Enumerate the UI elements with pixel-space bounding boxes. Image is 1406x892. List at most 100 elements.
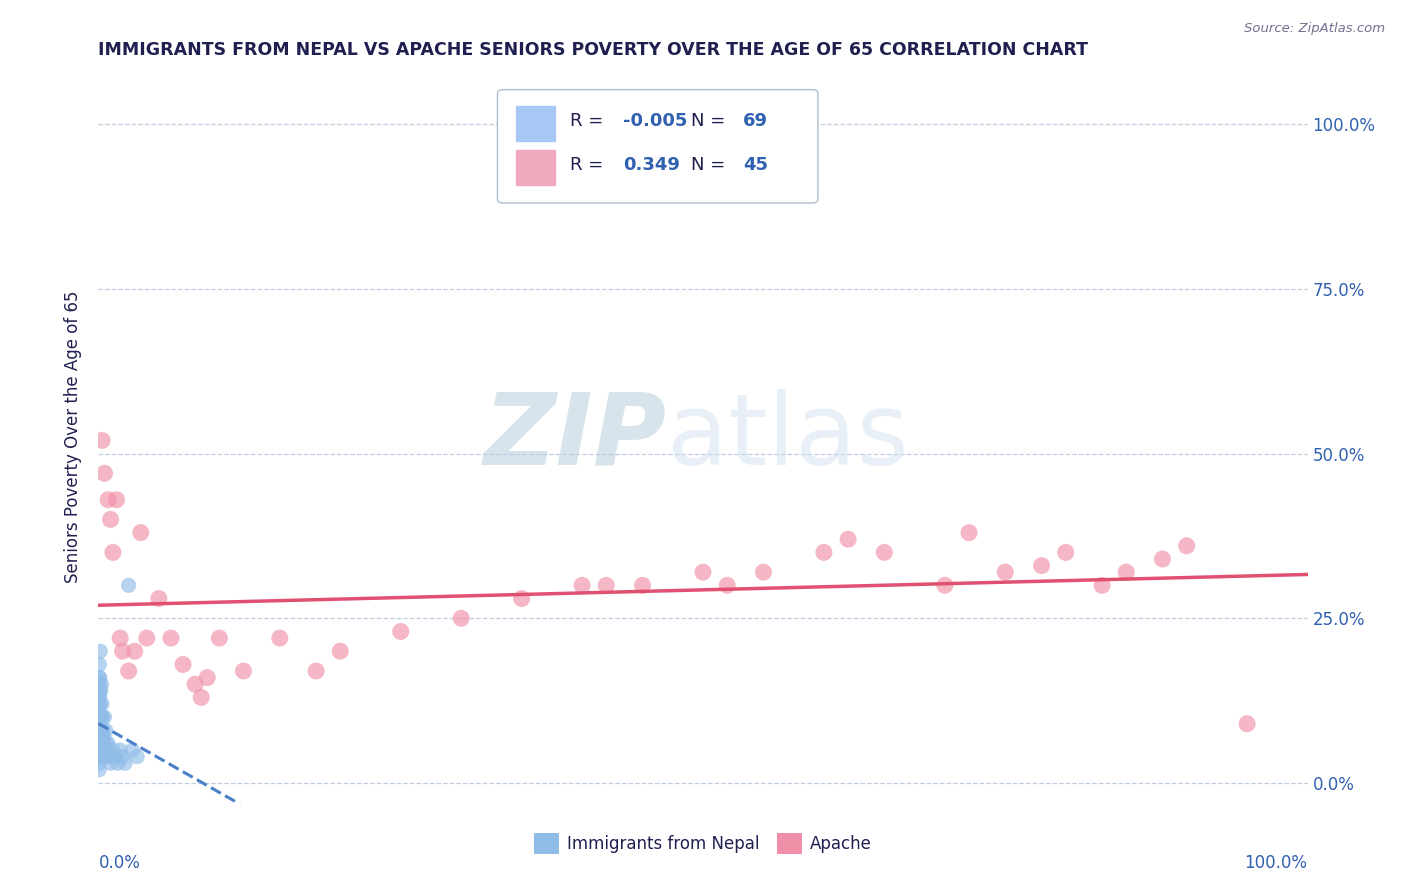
Point — [97, 492, 120, 507]
Point — [87, 690, 110, 705]
Text: 45: 45 — [742, 156, 768, 174]
Point — [93, 467, 115, 481]
Point — [87, 763, 110, 777]
Point — [90, 737, 112, 751]
Y-axis label: Seniors Poverty Over the Age of 65: Seniors Poverty Over the Age of 65 — [65, 291, 83, 583]
Point — [107, 756, 129, 771]
Point — [1175, 539, 1198, 553]
Text: 0.349: 0.349 — [623, 156, 681, 174]
Point — [91, 743, 114, 757]
FancyBboxPatch shape — [498, 90, 818, 203]
Point — [118, 578, 141, 592]
Point — [510, 591, 533, 606]
Point — [184, 677, 207, 691]
Point — [89, 723, 111, 738]
Point — [91, 743, 114, 757]
Point — [91, 723, 114, 738]
Point — [89, 710, 111, 724]
Point — [329, 644, 352, 658]
Text: R =: R = — [569, 156, 609, 174]
Point — [108, 631, 131, 645]
Point — [450, 611, 472, 625]
Point — [1054, 545, 1077, 559]
Point — [101, 545, 124, 559]
Point — [232, 664, 254, 678]
Legend: Immigrants from Nepal, Apache: Immigrants from Nepal, Apache — [527, 827, 879, 860]
Point — [90, 710, 112, 724]
Point — [89, 737, 111, 751]
Point — [90, 723, 112, 738]
Point — [111, 749, 134, 764]
Point — [305, 664, 328, 678]
Point — [692, 565, 714, 579]
Point — [89, 723, 111, 738]
Point — [90, 710, 112, 724]
Point — [89, 690, 111, 705]
Point — [957, 525, 980, 540]
Point — [89, 723, 111, 738]
Point — [89, 683, 111, 698]
Point — [873, 545, 896, 559]
Point — [148, 591, 170, 606]
Point — [89, 671, 111, 685]
Point — [108, 743, 131, 757]
Point — [89, 644, 111, 658]
Point — [87, 730, 110, 744]
Point — [1031, 558, 1053, 573]
Text: N =: N = — [690, 156, 731, 174]
Point — [89, 697, 111, 711]
Point — [91, 737, 114, 751]
Point — [91, 434, 114, 448]
Point — [87, 756, 110, 771]
Point — [1236, 716, 1258, 731]
Point — [90, 743, 112, 757]
Point — [1115, 565, 1137, 579]
Point — [172, 657, 194, 672]
Point — [631, 578, 654, 592]
Point — [93, 743, 115, 757]
Point — [135, 631, 157, 645]
Text: 69: 69 — [742, 112, 768, 130]
Point — [118, 664, 141, 678]
Text: R =: R = — [569, 112, 609, 130]
Point — [129, 525, 152, 540]
Point — [87, 749, 110, 764]
Point — [90, 677, 112, 691]
Point — [190, 690, 212, 705]
Point — [89, 743, 111, 757]
Point — [1152, 552, 1174, 566]
Text: N =: N = — [690, 112, 731, 130]
Point — [89, 743, 111, 757]
Point — [87, 723, 110, 738]
Point — [91, 697, 114, 711]
Point — [752, 565, 775, 579]
Point — [89, 671, 111, 685]
Point — [269, 631, 291, 645]
Point — [127, 749, 149, 764]
Point — [89, 657, 111, 672]
Point — [87, 697, 110, 711]
Point — [90, 683, 112, 698]
Point — [104, 749, 127, 764]
Point — [389, 624, 412, 639]
Point — [813, 545, 835, 559]
Point — [89, 710, 111, 724]
Point — [124, 644, 146, 658]
Point — [111, 644, 134, 658]
Point — [837, 533, 859, 547]
Point — [208, 631, 231, 645]
Point — [195, 671, 218, 685]
Point — [1091, 578, 1114, 592]
Point — [87, 723, 110, 738]
Point — [87, 716, 110, 731]
Point — [87, 710, 110, 724]
Point — [87, 683, 110, 698]
Point — [91, 723, 114, 738]
Point — [93, 710, 115, 724]
Point — [160, 631, 183, 645]
Point — [716, 578, 738, 592]
Text: 100.0%: 100.0% — [1244, 854, 1308, 872]
Point — [87, 743, 110, 757]
Point — [114, 756, 136, 771]
Point — [87, 737, 110, 751]
